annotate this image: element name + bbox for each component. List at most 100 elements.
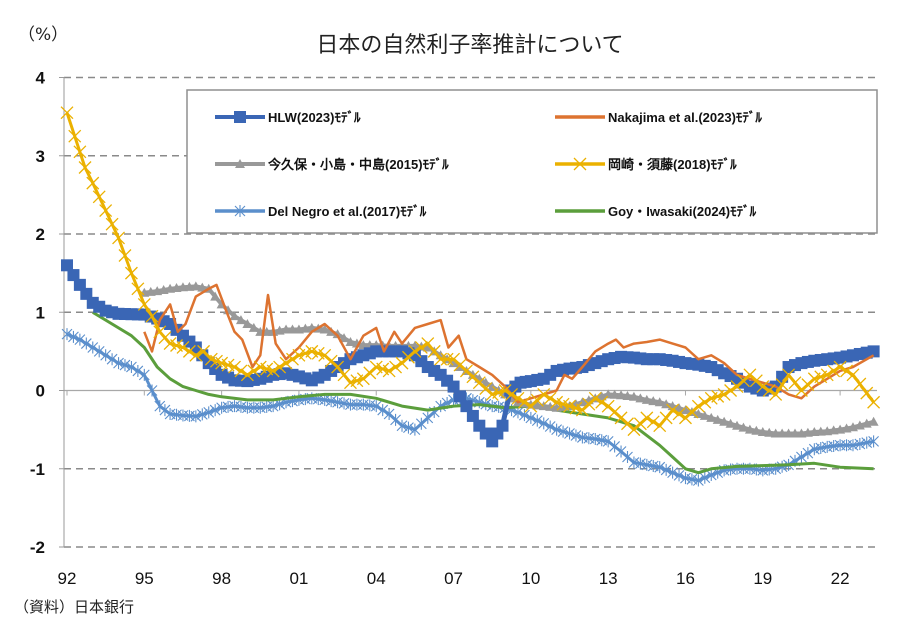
data-point — [119, 359, 131, 372]
data-point — [666, 403, 680, 417]
data-point — [126, 361, 137, 374]
data-point — [68, 330, 79, 343]
data-point — [331, 360, 345, 374]
data-point — [517, 395, 531, 409]
y-axis-ticks: 4 3 2 1 0 -1 -2 — [30, 69, 64, 557]
data-point — [615, 445, 627, 458]
data-point — [279, 356, 293, 370]
x-tick-label: 04 — [367, 569, 386, 588]
data-point — [815, 442, 827, 455]
data-point — [853, 377, 867, 391]
data-point — [557, 425, 569, 438]
data-point — [159, 404, 171, 417]
data-point — [860, 386, 874, 400]
data-point — [511, 391, 525, 405]
data-point — [609, 389, 620, 399]
data-point — [719, 416, 730, 426]
data-point — [543, 391, 557, 405]
data-point — [377, 404, 389, 417]
data-point — [854, 437, 866, 450]
data-point — [659, 411, 673, 425]
data-point — [775, 378, 789, 392]
legend-label: HLW(2023)ﾓﾃﾞﾙ — [268, 110, 361, 125]
data-point — [744, 424, 755, 434]
legend-label: Goy・Iwasaki(2024)ﾓﾃﾞﾙ — [608, 204, 757, 219]
data-point — [389, 360, 403, 374]
data-point — [61, 328, 73, 341]
data-point — [634, 457, 646, 470]
legend-marker — [234, 111, 246, 123]
data-point — [840, 364, 854, 378]
data-point — [699, 410, 710, 420]
data-point — [538, 417, 550, 430]
y-tick-label: 4 — [36, 69, 46, 88]
data-point — [790, 428, 801, 438]
data-point — [93, 345, 105, 358]
data-point — [531, 414, 543, 427]
data-point — [87, 341, 99, 354]
data-point — [92, 190, 106, 204]
legend-item: Goy・Iwasaki(2024)ﾓﾃﾞﾙ — [555, 204, 757, 219]
data-point — [145, 309, 159, 323]
data-point — [738, 422, 749, 432]
x-tick-label: 16 — [676, 569, 695, 588]
data-point — [732, 420, 743, 430]
x-tick-label: 01 — [289, 569, 308, 588]
data-point — [390, 413, 401, 426]
data-point — [648, 396, 659, 406]
data-point — [182, 344, 196, 358]
series-group — [60, 106, 881, 487]
data-point — [190, 410, 202, 423]
data-point — [777, 428, 788, 438]
legend-item: Nakajima et al.(2023)ﾓﾃﾞﾙ — [555, 110, 762, 125]
data-point — [131, 282, 145, 296]
y-axis-unit: （%） — [18, 25, 68, 45]
data-point — [422, 342, 433, 352]
data-point — [667, 466, 678, 479]
data-point — [434, 352, 448, 366]
data-point — [519, 409, 530, 422]
data-point — [505, 387, 518, 401]
data-point — [770, 428, 781, 438]
data-point — [680, 472, 691, 485]
data-point — [861, 436, 873, 449]
data-point — [67, 269, 80, 282]
data-point — [622, 390, 633, 400]
data-point — [73, 145, 87, 159]
legend-item: HLW(2023)ﾓﾃﾞﾙ — [215, 110, 361, 125]
y-tick-label: -1 — [30, 460, 45, 479]
legend: HLW(2023)ﾓﾃﾞﾙ Nakajima et al.(2023)ﾓﾃﾞﾙ 今久… — [186, 89, 878, 234]
x-tick-label: 07 — [444, 569, 463, 588]
data-point — [680, 405, 691, 415]
series-3 — [60, 106, 881, 437]
series-5 — [92, 311, 874, 475]
data-point — [544, 420, 556, 433]
data-point — [408, 344, 422, 358]
data-point — [609, 440, 621, 453]
data-point — [447, 380, 460, 393]
x-tick-label: 13 — [599, 569, 618, 588]
data-point — [699, 471, 711, 484]
data-point — [537, 387, 551, 401]
data-point — [448, 358, 459, 368]
data-point — [796, 451, 807, 464]
series-line — [143, 283, 875, 404]
data-point — [724, 384, 738, 397]
y-tick-label: 3 — [36, 147, 45, 166]
data-point — [564, 427, 575, 440]
data-point — [337, 368, 351, 382]
data-point — [345, 336, 356, 346]
data-point — [762, 384, 776, 397]
data-point — [757, 426, 768, 436]
data-point — [460, 400, 473, 413]
data-point — [74, 333, 86, 346]
data-point — [138, 368, 150, 381]
data-point — [427, 344, 441, 358]
data-point — [660, 463, 672, 476]
data-point — [248, 322, 259, 332]
data-point — [453, 390, 466, 403]
data-point — [112, 231, 125, 245]
data-point — [868, 435, 879, 448]
data-point — [628, 456, 640, 469]
